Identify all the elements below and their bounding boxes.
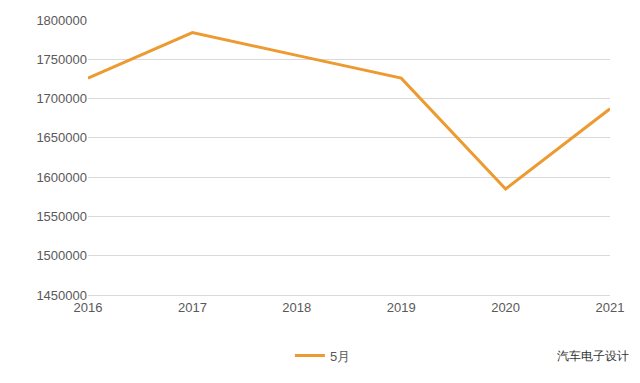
svg-text:2021: 2021	[596, 300, 625, 315]
svg-text:1550000: 1550000	[36, 209, 87, 224]
svg-text:1700000: 1700000	[36, 91, 87, 106]
svg-text:1450000: 1450000	[36, 288, 87, 303]
svg-text:汽车电子设计: 汽车电子设计	[557, 349, 629, 363]
svg-text:2020: 2020	[491, 300, 520, 315]
svg-text:2017: 2017	[178, 300, 207, 315]
svg-text:2016: 2016	[74, 300, 103, 315]
svg-text:2019: 2019	[387, 300, 416, 315]
svg-text:2018: 2018	[282, 300, 311, 315]
svg-text:1650000: 1650000	[36, 130, 87, 145]
svg-text:1500000: 1500000	[36, 248, 87, 263]
svg-text:5月: 5月	[330, 349, 350, 364]
svg-text:1750000: 1750000	[36, 52, 87, 67]
svg-text:1800000: 1800000	[36, 13, 87, 28]
svg-text:1600000: 1600000	[36, 170, 87, 185]
